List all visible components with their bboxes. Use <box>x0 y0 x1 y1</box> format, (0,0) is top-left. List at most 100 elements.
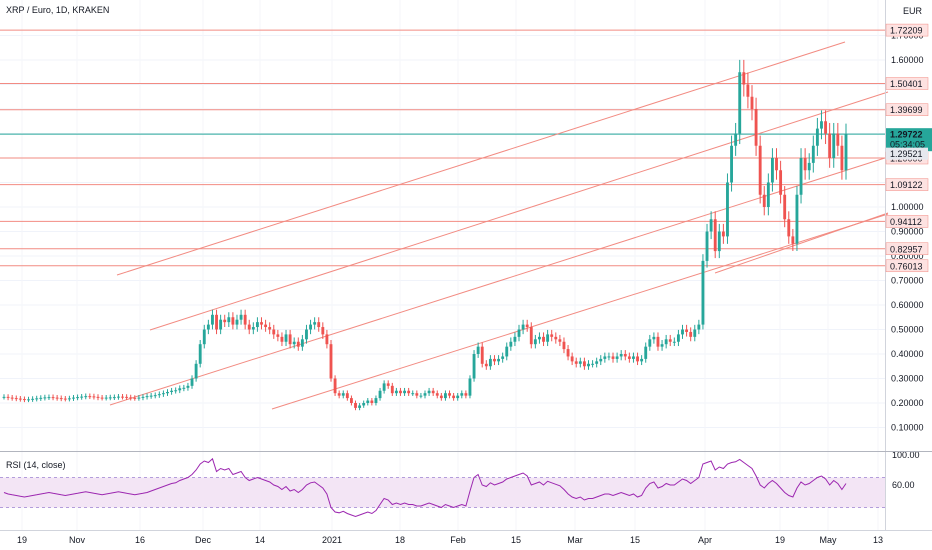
candle-body <box>305 329 308 340</box>
candle-body <box>247 324 251 330</box>
candle-body <box>603 356 607 359</box>
price-level-tag <box>885 259 929 273</box>
candle-body <box>554 336 558 340</box>
candle-body <box>108 397 112 399</box>
trend-line <box>149 91 889 331</box>
candle-body <box>521 324 525 330</box>
time-axis[interactable]: 19 Nov 16 Dec 14 2021 18 Feb 15 Mar 15 Apr 19 May 13 <box>17 535 883 545</box>
candle-body <box>23 399 26 401</box>
candle-body <box>480 346 484 364</box>
candle-body <box>88 396 92 398</box>
candle-body <box>493 358 496 362</box>
candle-body <box>219 319 223 330</box>
candle-body <box>292 341 296 345</box>
rsi-tick-label: 60.00 <box>892 480 915 490</box>
time-tick-label: Nov <box>69 535 86 545</box>
candle-body <box>791 236 795 244</box>
candle-body <box>701 260 705 325</box>
candle-body <box>133 397 137 399</box>
candle-body <box>96 396 100 398</box>
candle-body <box>619 354 623 357</box>
candle-body <box>734 133 738 146</box>
candle-body <box>672 341 676 343</box>
candle-body <box>345 393 349 399</box>
candle-body <box>542 336 545 342</box>
candle-body <box>194 363 198 379</box>
candle-body <box>799 158 803 195</box>
candle-body <box>386 383 390 386</box>
candle-body <box>382 383 386 391</box>
candle-body <box>697 324 701 330</box>
price-axis[interactable]: 0.10000 0.20000 0.30000 0.40000 0.50000 0.600… <box>891 31 924 433</box>
candle-body <box>84 396 88 398</box>
candle-body <box>448 393 451 396</box>
candle-body <box>121 396 124 398</box>
candle-body <box>738 72 742 134</box>
candle-body <box>390 385 394 394</box>
candle-body <box>43 397 47 399</box>
candle-body <box>243 314 247 325</box>
candle-body <box>538 336 541 340</box>
candle-body <box>705 231 709 261</box>
candle-body <box>125 396 129 398</box>
candle-body <box>153 395 157 397</box>
currency-label[interactable]: EUR <box>903 6 923 16</box>
candle-body <box>505 346 509 357</box>
candle-body <box>321 327 325 335</box>
candle-body <box>709 219 713 232</box>
time-tick-label: 2021 <box>322 535 342 545</box>
countdown-value: 05:34:05 <box>890 140 925 150</box>
price-level-tag <box>885 215 929 228</box>
current-price-tag <box>886 128 932 152</box>
candle-body <box>607 356 611 358</box>
candle-body <box>840 145 844 171</box>
candle-body <box>820 121 823 129</box>
candle-body <box>370 400 374 403</box>
candle-body <box>2 396 6 398</box>
candle-body <box>325 334 329 345</box>
candle-body <box>407 390 411 394</box>
candle-body <box>141 396 145 398</box>
candle-body <box>284 334 288 342</box>
candle-body <box>644 346 648 359</box>
candle-body <box>255 322 259 328</box>
candle-body <box>72 397 75 399</box>
price-level-tag <box>885 242 929 256</box>
candle-body <box>47 397 51 399</box>
candle-body <box>14 398 18 400</box>
candle-body <box>251 327 255 330</box>
candle-body <box>713 219 717 252</box>
candle-body <box>145 396 149 398</box>
candle-body <box>112 397 116 399</box>
chart-title: XRP / Euro, 1D, KRAKEN <box>6 5 109 15</box>
candle-body <box>223 319 227 323</box>
candle-body <box>358 405 362 408</box>
candle-body <box>239 314 243 320</box>
candle-body <box>366 400 370 403</box>
candle-body <box>787 219 791 237</box>
candle-body <box>591 363 595 365</box>
price-level-value: 1.72209 <box>890 26 923 36</box>
candle-body <box>215 314 218 330</box>
previous-close-value: 1.29521 <box>890 149 923 159</box>
time-tick-label: 19 <box>17 535 27 545</box>
candle-body <box>529 327 533 345</box>
candle-body <box>39 397 43 399</box>
candle-body <box>636 356 639 362</box>
candle-body <box>783 194 787 220</box>
candle-body <box>59 398 63 400</box>
candle-body <box>775 158 778 171</box>
candle-body <box>640 358 644 362</box>
candle-body <box>533 339 537 345</box>
candle-body <box>104 397 108 399</box>
time-tick-label: Mar <box>567 535 583 545</box>
candle-body <box>272 329 276 335</box>
candle-body <box>190 378 194 386</box>
time-tick-label: 15 <box>630 535 640 545</box>
candle-body <box>349 398 353 403</box>
time-tick-label: Apr <box>698 535 712 545</box>
candle-body <box>288 334 292 345</box>
previous-close-tag <box>886 147 928 160</box>
candle-body <box>587 363 590 367</box>
